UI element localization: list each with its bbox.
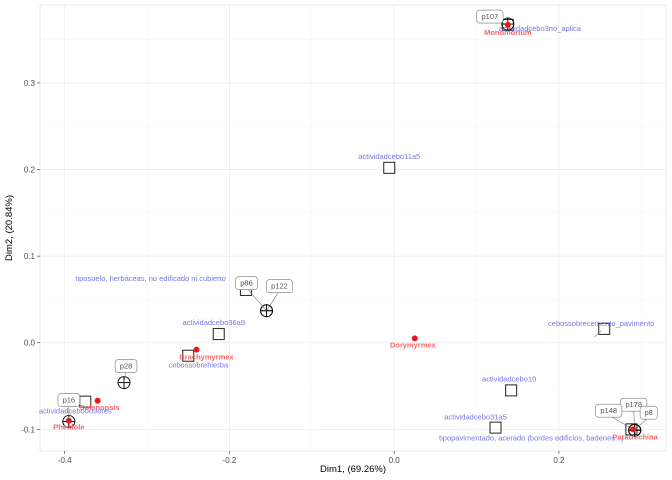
variable-point xyxy=(182,349,195,362)
site-label: p28 xyxy=(120,362,133,371)
variable-label: actividadcebo31a5 xyxy=(444,413,507,422)
y-tick-label: 0.1 xyxy=(24,252,36,261)
species-point xyxy=(504,21,511,28)
variable-label: actividadcebo11a5 xyxy=(358,152,420,161)
site-label: p86 xyxy=(240,279,253,288)
site-label: p122 xyxy=(271,282,288,291)
variable-point xyxy=(383,161,396,174)
variable-leader-line xyxy=(594,330,602,338)
x-tick-label: -0.4 xyxy=(58,456,72,465)
species-label: Monomorium xyxy=(484,28,532,37)
site-label-box xyxy=(476,9,504,24)
species-label: Brachymyrmex xyxy=(179,353,234,362)
species-label: Pheidole xyxy=(53,423,84,432)
site-label: p16 xyxy=(63,396,76,405)
site-label-box xyxy=(114,359,138,373)
site-label: p148 xyxy=(600,406,617,415)
species-point xyxy=(411,335,418,342)
species-point xyxy=(94,397,101,404)
y-tick-label: 0.3 xyxy=(24,79,36,88)
variable-categories: actividadcebo11a5 tiposuelo, herbáceas, n… xyxy=(39,18,654,442)
x-tick-label: -0.2 xyxy=(223,456,237,465)
y-axis-title: Dim2, (20.84%) xyxy=(4,195,15,261)
variable-point xyxy=(489,421,502,434)
site-leader-line xyxy=(266,290,280,311)
x-axis-title: Dim1, (69.26%) xyxy=(320,464,386,475)
variable-label: tipopavimentado, acerado (bordes edifici… xyxy=(439,433,624,442)
variable-label: actividadcebo0o9ores xyxy=(39,407,112,416)
variable-point xyxy=(212,328,225,341)
variable-label: actividadcebo10 xyxy=(482,374,536,383)
variable-label: actividadcebo36a9 xyxy=(182,318,245,327)
variable-point xyxy=(505,384,518,397)
x-tick-label: 0.2 xyxy=(553,456,565,465)
species-label: Paratrechina xyxy=(612,432,658,441)
species: Monomorium Dorymyrmex Brachymyrmex Solenops… xyxy=(53,21,659,441)
species-point xyxy=(630,426,637,433)
variable-point xyxy=(598,322,611,335)
site-label-box xyxy=(266,279,294,294)
species-label: Dorymyrmex xyxy=(390,340,437,349)
variable-label: actividadcebo3no_aplica xyxy=(499,24,582,33)
y-tick-label: -0.1 xyxy=(21,425,35,434)
grid-lines xyxy=(40,5,666,451)
site-leader-line xyxy=(246,287,267,311)
x-tick-label: 0.0 xyxy=(389,456,401,465)
site-label-box xyxy=(639,405,658,420)
plot-panel xyxy=(39,4,667,452)
site-label: p8 xyxy=(645,408,653,417)
site-label-box xyxy=(235,276,258,291)
variable-label: cebossobrehierba xyxy=(168,361,228,370)
site-label-box xyxy=(57,393,81,407)
sites: p107 p122 p86 p28 p16 p178 p148 p8 xyxy=(57,9,658,437)
site-label-box xyxy=(595,403,623,418)
variable-label: cebossobrecemento_pavimento xyxy=(548,319,654,328)
site-label: p178 xyxy=(625,400,642,409)
species-point xyxy=(65,417,72,424)
species-point xyxy=(193,346,200,353)
variable-label: tiposuelo, herbáceas, no edificado ni cu… xyxy=(75,274,226,283)
site-leader-line xyxy=(608,414,635,431)
site-label: p107 xyxy=(482,12,499,21)
y-tick-label: 0.0 xyxy=(24,339,36,348)
axes: -0.4 -0.2 0.0 0.2 -0.1 0.0 0.1 0.2 0.3 xyxy=(21,79,565,465)
y-tick-label: 0.2 xyxy=(24,166,36,175)
species-label: Solenopsis xyxy=(80,403,120,412)
